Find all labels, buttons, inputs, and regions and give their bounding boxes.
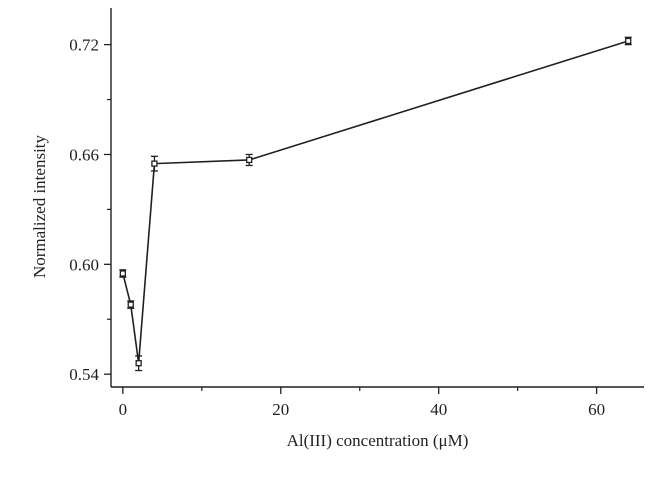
x-axis-title: Al(III) concentration (μM) [287, 431, 469, 450]
data-point [119, 270, 126, 277]
data-point [246, 156, 253, 164]
y-tick-label: 0.60 [69, 255, 99, 274]
data-point [151, 160, 158, 167]
y-axis-title: Normalized intensity [30, 134, 49, 278]
data-point [625, 37, 632, 45]
x-tick-label: 40 [430, 400, 447, 419]
y-tick-label: 0.54 [69, 365, 99, 384]
x-tick-label: 20 [272, 400, 289, 419]
series-line [122, 40, 629, 364]
data-point [135, 360, 142, 367]
y-tick-label: 0.66 [69, 145, 99, 164]
x-tick-label: 60 [588, 400, 605, 419]
x-tick-label: 0 [119, 400, 128, 419]
y-tick-label: 0.72 [69, 36, 99, 55]
data-point [127, 301, 134, 308]
